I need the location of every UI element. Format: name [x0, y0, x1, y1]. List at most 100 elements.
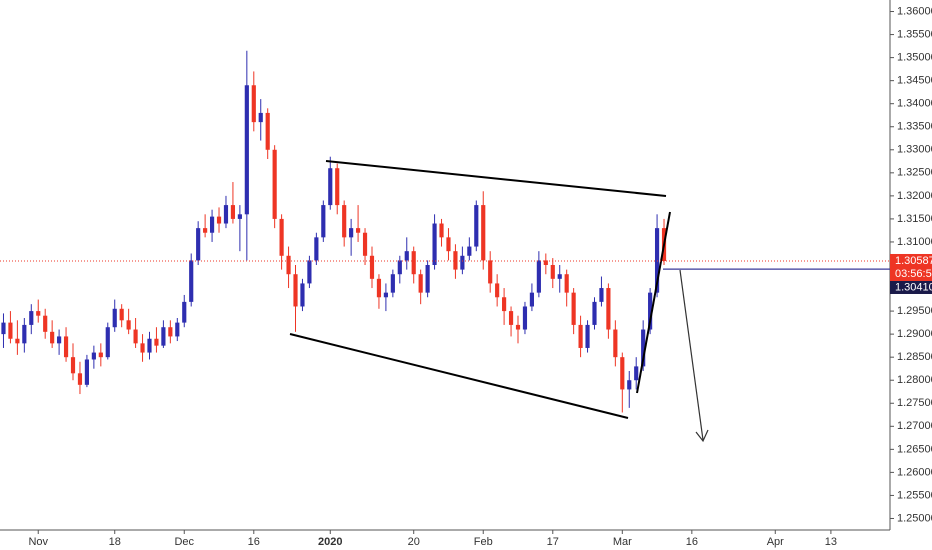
candle-body	[502, 297, 507, 312]
candle-body	[481, 205, 486, 261]
candle-body	[237, 214, 242, 219]
candle-body	[397, 260, 402, 275]
candle-body	[425, 265, 430, 293]
candle-body	[446, 237, 451, 252]
candle-body	[168, 327, 173, 337]
candle-body	[592, 301, 597, 325]
candle-body	[571, 292, 576, 325]
candle-body	[508, 311, 514, 325]
candle-body	[606, 288, 611, 330]
x-tick-label: 13	[825, 536, 837, 548]
candle-body	[15, 338, 20, 344]
candle-body	[112, 308, 117, 328]
candle-body	[57, 336, 62, 344]
candle-body	[488, 260, 493, 284]
candle-body	[279, 218, 284, 256]
candle-body	[335, 168, 340, 206]
candle-body	[203, 228, 208, 233]
candle-body	[98, 352, 103, 358]
candle-body	[147, 338, 152, 353]
y-tick-label: 1.29500	[897, 305, 932, 317]
candle-body	[515, 324, 521, 330]
candle-body	[161, 327, 166, 346]
candle-body	[8, 322, 13, 339]
candle-body	[307, 260, 312, 284]
x-tick-label: 16	[686, 536, 698, 548]
candle-body	[495, 283, 500, 298]
candle-body	[356, 228, 361, 233]
candle-body	[223, 205, 229, 224]
x-tick-label: 18	[109, 536, 121, 548]
y-tick-label: 1.36000	[897, 5, 932, 17]
candle-body	[293, 274, 298, 307]
candle-body	[154, 338, 159, 346]
candle-body	[36, 311, 41, 316]
candle-body	[543, 260, 548, 265]
candle-body	[404, 251, 409, 261]
trendline	[289, 333, 629, 419]
y-tick-label: 1.31000	[897, 236, 932, 248]
y-tick-label: 1.32500	[897, 167, 932, 179]
candle-body	[467, 246, 472, 256]
y-tick-label: 1.26500	[897, 443, 932, 455]
candle-body	[460, 255, 465, 270]
y-tick-label: 1.25500	[897, 489, 932, 501]
candle-body	[209, 216, 215, 233]
candle-body	[119, 308, 124, 321]
x-tick-label: 20	[408, 536, 420, 548]
y-tick-label: 1.28500	[897, 351, 932, 363]
candle-body	[258, 112, 263, 123]
candle-body	[63, 336, 69, 358]
candle-body	[550, 265, 555, 279]
x-tick-label: Nov	[28, 536, 48, 548]
price-line-label: 1.30410	[895, 281, 932, 293]
y-tick-label: 1.31500	[897, 213, 932, 225]
x-tick-label: Dec	[174, 536, 194, 548]
x-tick-label: Apr	[767, 536, 784, 548]
countdown-label: 03:56:56	[895, 268, 932, 280]
candle-body	[641, 329, 646, 367]
candle-body	[564, 274, 569, 293]
candle-body	[613, 329, 618, 358]
candle-body	[216, 216, 222, 224]
candle-body	[383, 292, 388, 298]
candle-body	[418, 274, 423, 293]
candle-body	[244, 85, 249, 215]
candle-body	[140, 343, 145, 353]
candle-body	[529, 292, 534, 307]
candle-body	[599, 288, 604, 302]
y-tick-label: 1.35000	[897, 52, 932, 64]
candle-body	[286, 255, 291, 275]
y-tick-label: 1.26000	[897, 466, 932, 478]
candle-body	[265, 112, 270, 150]
y-tick-label: 1.32000	[897, 190, 932, 202]
candle-body	[91, 352, 96, 360]
x-tick-label: 17	[547, 536, 559, 548]
candle-body	[321, 205, 326, 238]
candle-body	[536, 260, 541, 293]
price-line-box	[890, 280, 932, 294]
candle-body	[390, 274, 395, 293]
candle-body	[196, 228, 201, 261]
candle-body	[1, 322, 6, 335]
candle-body	[648, 292, 653, 330]
candle-body	[314, 237, 319, 261]
candles	[1, 50, 667, 413]
y-tick-label: 1.34000	[897, 98, 932, 110]
x-tick-label: 2020	[318, 536, 342, 548]
candle-body	[578, 324, 583, 348]
candle-body	[77, 373, 83, 385]
candle-body	[105, 327, 110, 358]
candle-body	[432, 223, 437, 265]
candle-body	[411, 251, 416, 275]
arrow	[679, 269, 704, 441]
candle-body	[300, 283, 305, 307]
candle-body	[189, 260, 194, 302]
last-price-box	[890, 253, 932, 281]
y-tick-label: 1.34500	[897, 75, 932, 87]
y-tick-label: 1.25000	[897, 512, 932, 524]
y-tick-label: 1.29000	[897, 328, 932, 340]
x-tick-label: 16	[248, 536, 260, 548]
candle-body	[230, 205, 236, 219]
